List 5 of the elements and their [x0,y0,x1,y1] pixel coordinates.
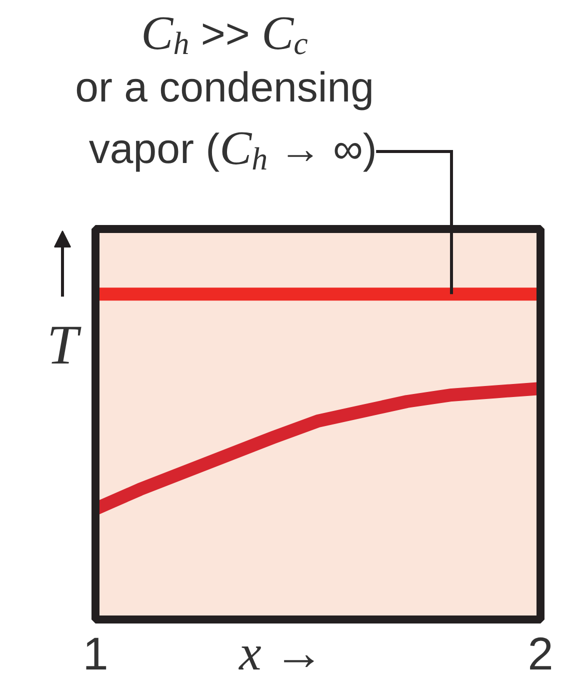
x-tick-label: 2 [528,628,554,680]
x-axis-title: x → [238,624,324,680]
y-axis-title: T [46,314,82,376]
text: Ch >> Cc or a condensing vapor (Ch → ∞) [75,6,377,176]
x-tick-label: 1 [82,628,108,680]
